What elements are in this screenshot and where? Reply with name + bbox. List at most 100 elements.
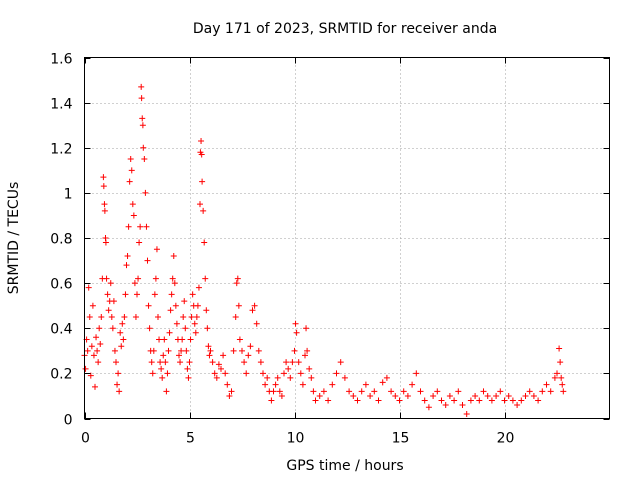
data-point — [551, 374, 558, 381]
data-point — [179, 336, 186, 343]
data-point — [455, 388, 462, 395]
data-point — [173, 320, 180, 327]
data-point — [184, 365, 191, 372]
data-point — [176, 352, 182, 359]
data-point — [459, 401, 466, 408]
data-point — [164, 370, 171, 377]
data-point — [257, 359, 264, 366]
data-point — [417, 388, 424, 395]
data-point — [117, 329, 124, 336]
data-point — [236, 336, 243, 343]
data-point — [272, 381, 279, 388]
data-point — [168, 291, 175, 298]
data-point — [312, 397, 319, 404]
data-point — [264, 374, 271, 381]
data-point — [316, 392, 323, 399]
data-point — [202, 275, 209, 282]
data-point — [187, 336, 194, 343]
data-point — [124, 253, 131, 260]
data-point — [167, 307, 174, 314]
data-point — [185, 374, 192, 381]
data-point — [118, 343, 125, 350]
data-point — [203, 307, 210, 314]
data-point — [400, 388, 407, 395]
data-point — [220, 352, 227, 359]
data-point — [215, 361, 222, 368]
data-point — [197, 201, 203, 208]
data-point — [205, 343, 212, 350]
data-point — [559, 381, 566, 388]
data-point — [144, 257, 151, 264]
chart-title: Day 171 of 2023, SRMTID for receiver and… — [193, 21, 497, 37]
data-point — [142, 189, 149, 196]
data-point — [189, 291, 196, 298]
x-tick-label: 5 — [186, 431, 195, 447]
data-point — [165, 347, 172, 354]
data-point — [497, 388, 504, 395]
data-point — [141, 156, 148, 163]
data-point — [182, 325, 189, 332]
data-point — [100, 183, 107, 190]
data-point — [255, 347, 262, 354]
data-point — [514, 401, 521, 408]
data-point — [181, 298, 188, 305]
data-point — [101, 207, 108, 214]
data-point — [241, 359, 248, 366]
data-point — [306, 365, 313, 372]
data-point — [337, 359, 344, 366]
data-point — [333, 370, 340, 377]
y-tick-label: 1.2 — [50, 142, 72, 158]
y-tick-label: 0.8 — [50, 232, 72, 248]
data-point — [95, 359, 102, 366]
data-point — [535, 397, 542, 404]
data-point — [207, 347, 214, 354]
data-point — [156, 336, 163, 343]
data-point — [92, 383, 98, 390]
data-point — [201, 239, 208, 246]
data-point — [191, 320, 198, 327]
data-point — [84, 347, 91, 354]
data-point — [151, 291, 158, 298]
data-point — [371, 388, 378, 395]
data-point — [539, 388, 546, 395]
data-point — [232, 313, 239, 320]
data-point — [421, 397, 428, 404]
x-tick-label: 10 — [287, 431, 305, 447]
data-point — [558, 374, 565, 381]
data-point — [526, 388, 533, 395]
data-point — [178, 347, 185, 354]
data-point — [557, 359, 564, 366]
data-point — [140, 144, 147, 151]
data-point — [493, 392, 500, 399]
data-point — [283, 359, 290, 366]
data-point — [180, 313, 187, 320]
data-point — [230, 347, 237, 354]
data-point — [122, 291, 129, 298]
data-point — [518, 397, 525, 404]
data-point — [143, 223, 150, 230]
data-point — [239, 347, 245, 354]
data-point — [126, 178, 133, 185]
data-point — [139, 115, 146, 122]
data-point — [295, 359, 302, 366]
data-point — [82, 365, 89, 372]
data-point — [128, 167, 135, 174]
data-point — [268, 397, 275, 404]
data-point — [501, 397, 508, 404]
data-point — [274, 374, 281, 381]
data-point — [488, 397, 495, 404]
data-point — [396, 397, 403, 404]
data-point — [554, 370, 560, 377]
data-point — [90, 352, 97, 359]
data-point — [543, 381, 550, 388]
data-point — [392, 392, 399, 399]
data-point — [93, 334, 100, 341]
data-point — [463, 410, 470, 417]
data-point — [102, 239, 109, 246]
data-point — [438, 397, 445, 404]
data-point — [430, 392, 437, 399]
data-point — [109, 325, 116, 332]
data-point — [260, 370, 266, 377]
data-point — [186, 359, 193, 366]
data-point — [560, 388, 567, 395]
